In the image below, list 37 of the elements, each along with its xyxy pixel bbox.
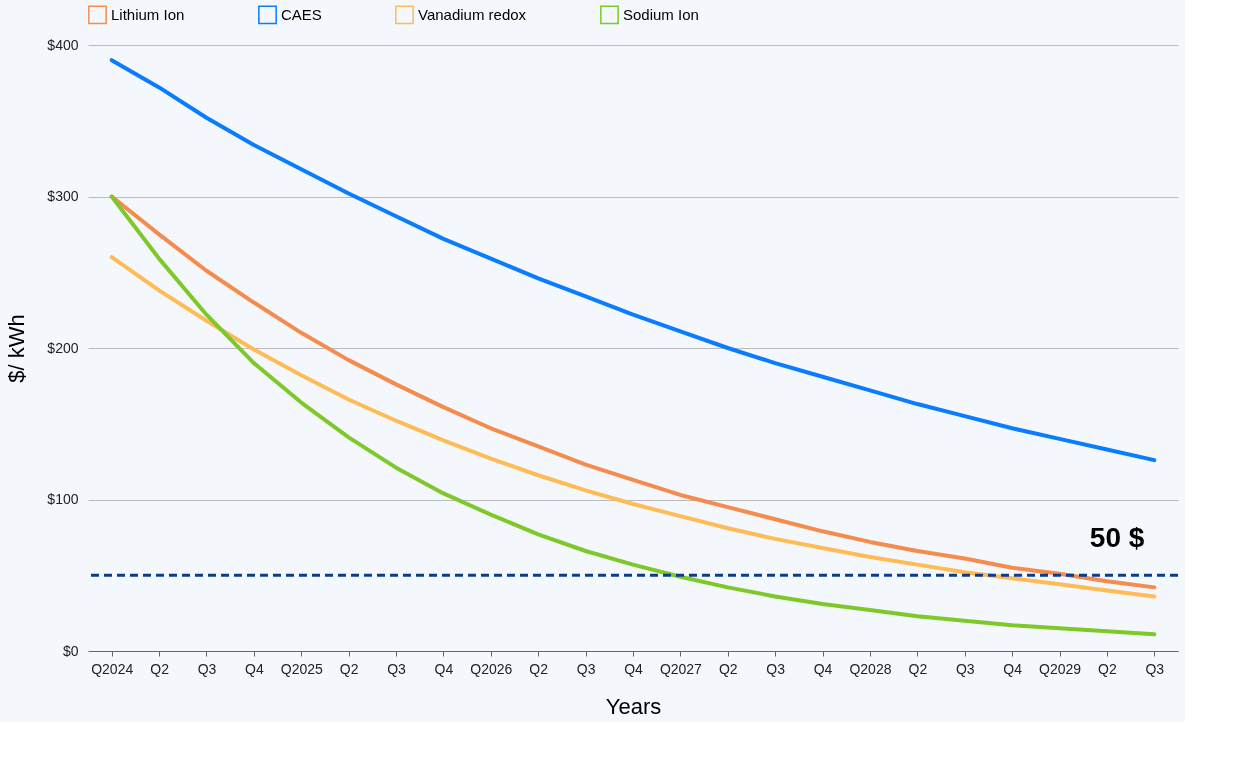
legend-label: Lithium Ion	[111, 5, 185, 23]
x-tick-label: Q3	[387, 660, 407, 677]
y-tick-label: $400	[47, 36, 79, 53]
x-tick-label: Q2	[908, 660, 928, 677]
x-tick-label: Q4	[1003, 660, 1023, 677]
x-tick-label: Q2	[150, 660, 170, 677]
x-tick-label: Q3	[197, 660, 217, 677]
x-tick-label: Q2025	[280, 660, 323, 677]
x-tick-label: Q2024	[91, 660, 134, 677]
x-tick-label: Q2	[529, 660, 549, 677]
x-tick-label: Q4	[813, 660, 833, 677]
y-tick-label: $100	[47, 491, 79, 507]
x-tick-label: Q3	[1145, 660, 1165, 677]
x-tick-label: Q2	[1098, 660, 1117, 677]
x-tick-label: Q2027	[659, 660, 703, 677]
x-tick-label: Q3	[766, 660, 786, 677]
ref-line-label: 50 $	[1089, 522, 1145, 554]
x-tick-label: Q2	[339, 660, 359, 677]
x-tick-label: Q3	[955, 660, 975, 677]
legend-label: CAES	[281, 5, 322, 23]
y-axis-title: $/ kWh	[4, 314, 30, 383]
x-tick-label: Q4	[624, 660, 644, 677]
line-series	[109, 58, 1157, 463]
legend-label: Sodium Ion	[623, 5, 699, 23]
x-tick-label: Q2029	[1039, 660, 1082, 677]
x-tick-label: Q3	[576, 660, 596, 677]
y-tick-label: $200	[47, 339, 79, 356]
y-tick-label: $300	[47, 188, 79, 204]
x-tick-label: Q2	[718, 660, 738, 677]
line-series	[109, 255, 1157, 599]
x-tick-label: Q4	[245, 660, 264, 677]
y-tick-label: $0	[62, 642, 79, 659]
x-axis-title: Years	[605, 693, 662, 719]
x-tick-label: Q2028	[849, 660, 892, 677]
legend-label: Vanadium redox	[418, 5, 527, 23]
x-tick-label: Q2026	[470, 660, 513, 677]
x-tick-label: Q4	[434, 660, 454, 677]
